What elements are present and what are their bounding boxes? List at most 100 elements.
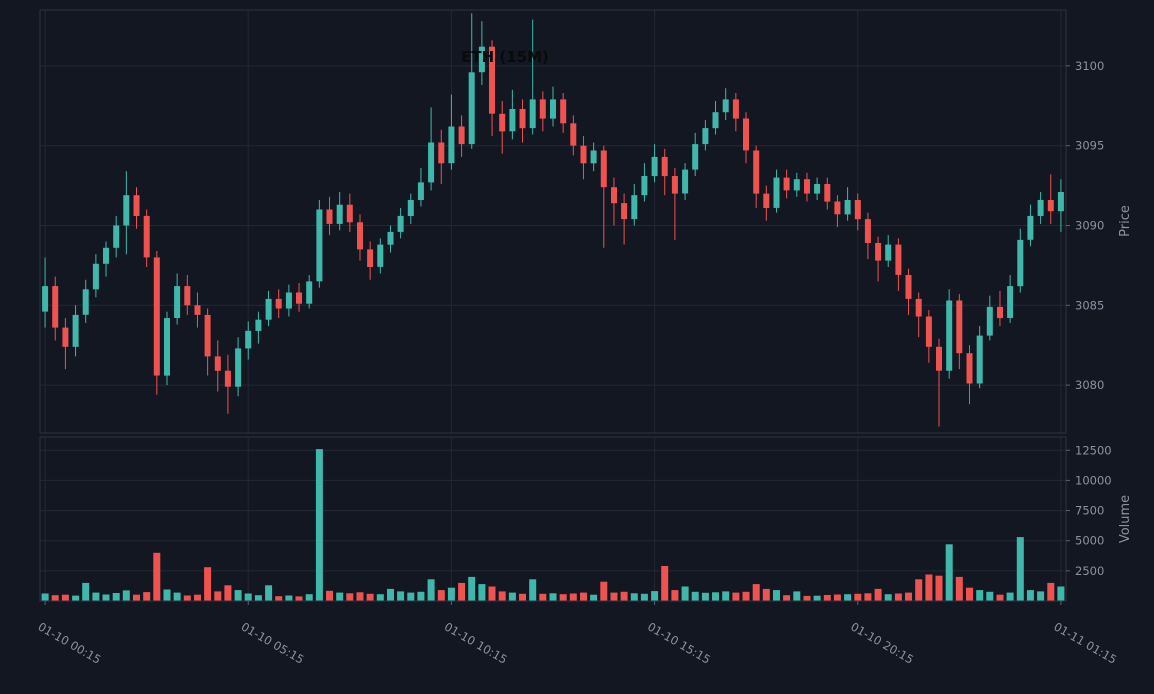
candle-body (692, 144, 699, 170)
volume-bar (468, 576, 476, 601)
price-tick-label: 3085 (1075, 298, 1104, 312)
volume-bar (336, 592, 344, 601)
volume-bar (163, 589, 171, 601)
volume-bar (1006, 592, 1014, 601)
volume-bar (183, 595, 191, 601)
volume-bar (884, 594, 892, 601)
candle-body (509, 109, 516, 132)
volume-bar (742, 591, 750, 601)
candle-body (895, 244, 902, 275)
candle-body (296, 292, 302, 304)
candle-body (631, 195, 638, 220)
volume-bar (51, 595, 59, 601)
candle-body (1007, 286, 1014, 318)
candle-body (235, 348, 242, 387)
candle-body (560, 99, 567, 124)
candle-body (550, 99, 556, 119)
candle-body (600, 150, 607, 188)
volume-bar (447, 587, 455, 601)
candle-body (956, 300, 963, 354)
candle-body (377, 244, 384, 267)
volume-bar (458, 582, 466, 601)
candle-body (1047, 200, 1054, 212)
candle-body (42, 286, 49, 312)
candle-body (275, 298, 282, 309)
volume-bar (143, 592, 151, 601)
volume-tick-label: 7500 (1075, 504, 1104, 518)
candle-body (661, 156, 668, 177)
candle-body (854, 200, 861, 220)
candle-body (712, 112, 719, 129)
candle-body (915, 298, 922, 317)
candle-body (336, 204, 343, 224)
volume-bar (204, 567, 212, 601)
candle-body (62, 327, 69, 347)
volume-bar (752, 584, 760, 601)
candle-body (133, 195, 140, 216)
volume-bar (305, 594, 313, 601)
candle-body (763, 193, 770, 208)
candle-body (1037, 200, 1044, 216)
volume-bar (244, 593, 252, 601)
volume-bar (254, 595, 262, 601)
price-tick-label: 3080 (1075, 378, 1104, 392)
volume-bar (671, 590, 679, 601)
volume-bar (590, 594, 598, 601)
volume-bar (356, 592, 364, 601)
candle-body (651, 156, 658, 177)
volume-bar (194, 594, 201, 601)
candle-body (611, 187, 617, 204)
volume-bar (234, 590, 242, 601)
volume-bar (722, 591, 730, 601)
volume-bar (82, 582, 90, 601)
volume-bar (986, 591, 994, 601)
candle-body (265, 298, 272, 320)
volume-bar (600, 581, 608, 601)
volume-bar (437, 590, 445, 601)
candle-body (357, 222, 363, 250)
candle-body (529, 99, 536, 129)
chart-title: ETH (15M) (461, 48, 549, 66)
candle-body (682, 169, 689, 194)
candle-body (732, 99, 739, 119)
candle-body (976, 335, 983, 384)
volume-bars (41, 449, 1065, 602)
volume-bar (833, 594, 841, 601)
candle-body (743, 118, 749, 151)
candle-body (194, 305, 201, 315)
candle-body (468, 72, 475, 145)
volume-bar (519, 593, 526, 601)
volume-bar (996, 594, 1004, 601)
volume-bar (529, 579, 537, 601)
candle-body (113, 225, 120, 248)
volume-bar (122, 590, 130, 601)
volume-bar (783, 595, 791, 601)
volume-bar (905, 592, 912, 601)
volume-bar (935, 575, 943, 601)
volume-bar (691, 591, 699, 601)
volume-bar (295, 596, 303, 601)
volume-bar (925, 574, 933, 601)
candle-body (1017, 239, 1024, 287)
volume-bar (732, 592, 740, 601)
price-tick-label: 3100 (1075, 59, 1104, 73)
candle-body (387, 231, 394, 245)
candle-body (306, 281, 313, 304)
volume-bar (1047, 582, 1055, 601)
candle-body (773, 177, 780, 208)
volume-bar (417, 591, 425, 601)
candle-body (164, 318, 170, 376)
volume-bar (813, 595, 821, 601)
volume-bar (72, 595, 80, 601)
candle-body (641, 176, 648, 196)
volume-bar (569, 593, 577, 601)
volume-bar (173, 592, 181, 601)
volume-bar (275, 596, 283, 601)
volume-bar (488, 586, 496, 601)
volume-tick-label: 10000 (1075, 473, 1112, 487)
candle-body (834, 201, 841, 215)
volume-bar (1057, 586, 1065, 601)
candle-body (224, 370, 231, 387)
